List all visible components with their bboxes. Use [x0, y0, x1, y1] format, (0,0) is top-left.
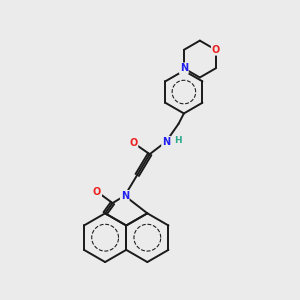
Text: N: N	[121, 191, 129, 201]
Text: H: H	[174, 136, 182, 145]
Text: N: N	[180, 63, 188, 73]
Text: O: O	[129, 138, 137, 148]
Text: O: O	[93, 187, 101, 197]
Text: O: O	[212, 45, 220, 55]
Text: N: N	[162, 137, 170, 147]
